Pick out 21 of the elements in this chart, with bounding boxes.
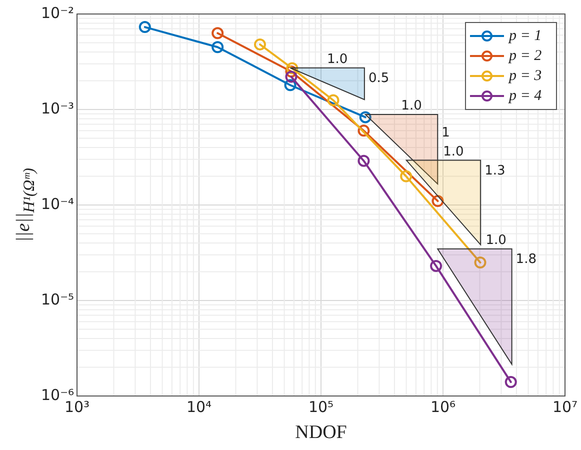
legend-label: p = 2 xyxy=(509,48,542,64)
y-tick-label: 10⁻⁴ xyxy=(40,194,74,213)
annotation: 0.5 xyxy=(368,70,390,86)
y-tick-label: 10⁻⁵ xyxy=(40,290,74,308)
x-tick-label: 10⁵ xyxy=(308,398,334,416)
x-tick-label: 10⁴ xyxy=(186,398,212,416)
legend-label: p = 4 xyxy=(509,88,542,104)
legend-label: p = 1 xyxy=(509,28,542,44)
annotation: 1.0 xyxy=(443,144,464,160)
annotation: 1.0 xyxy=(327,52,348,67)
x-tick-label: 10⁷ xyxy=(552,398,578,416)
y-tick-label: 10⁻² xyxy=(40,4,74,22)
annotation: 1.0 xyxy=(486,232,506,248)
annotation: 1.3 xyxy=(484,163,506,178)
y-tick-label: 10⁻³ xyxy=(40,99,74,118)
annotation: 1.0 xyxy=(401,98,422,114)
x-tick-label: 10⁶ xyxy=(430,398,456,416)
annotation: 1 xyxy=(442,125,450,140)
legend-label: p = 3 xyxy=(509,68,542,84)
x-axis-title: NDOF xyxy=(295,422,347,444)
annotation: 1.8 xyxy=(516,252,536,267)
